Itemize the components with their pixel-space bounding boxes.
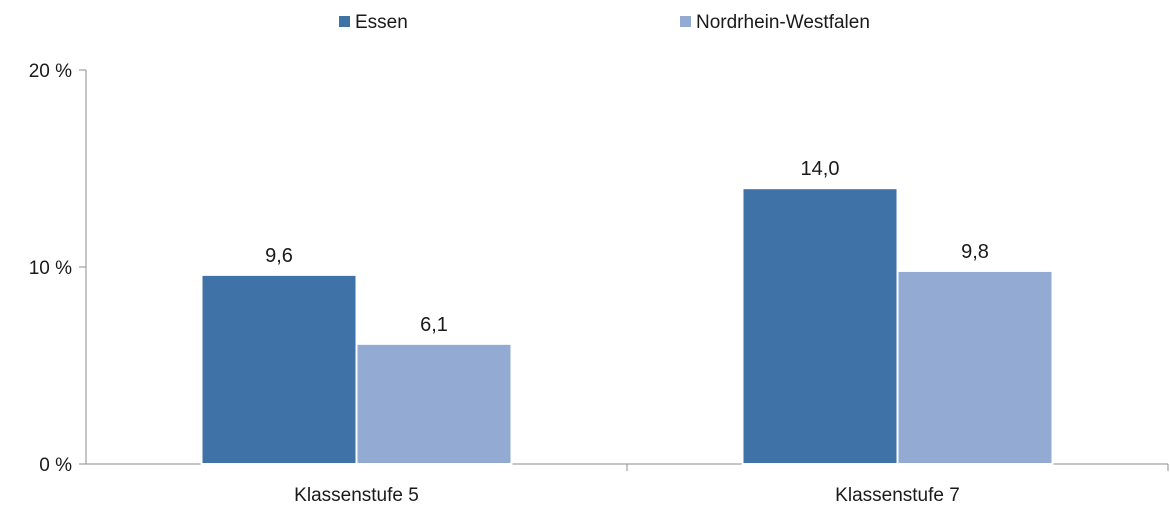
y-tick-label: 10 % [29, 258, 72, 279]
data-label: 9,6 [265, 245, 293, 267]
legend-swatch [680, 16, 691, 27]
y-tick-label: 0 % [39, 455, 72, 476]
data-labels: 9,6 6,1 14,0 9,8 [265, 158, 989, 336]
legend-label: Essen [355, 12, 408, 33]
data-label: 14,0 [801, 158, 840, 180]
bars [200, 187, 1054, 465]
legend-label: Nordrhein-Westfalen [696, 12, 870, 33]
y-tick-label: 20 % [29, 61, 72, 82]
legend: Essen Nordrhein-Westfalen [339, 12, 870, 33]
data-label: 6,1 [420, 314, 448, 336]
legend-swatch [339, 16, 350, 27]
bar [741, 187, 899, 465]
data-label: 9,8 [961, 241, 989, 263]
bar [200, 273, 358, 465]
x-tick-label: Klassenstufe 5 [294, 485, 419, 506]
x-tick-label: Klassenstufe 7 [835, 485, 960, 506]
bar [355, 342, 513, 465]
bar [896, 269, 1054, 465]
